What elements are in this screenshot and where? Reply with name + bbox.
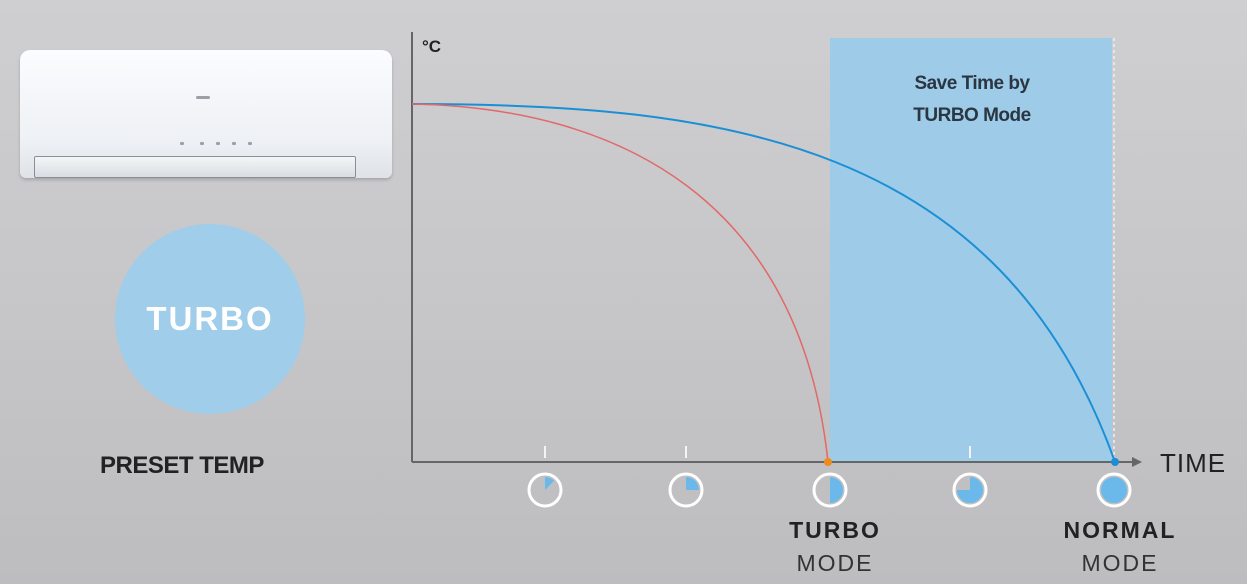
ac-body <box>20 50 392 178</box>
turbo-mode-label: MODE <box>796 550 874 576</box>
progress-marker <box>527 446 563 508</box>
marker-fill <box>830 477 843 503</box>
ac-indicator-light <box>200 142 204 145</box>
progress-markers <box>527 446 1132 508</box>
progress-marker <box>1096 472 1132 508</box>
marker-ring <box>812 472 848 508</box>
marker-fill <box>686 477 699 490</box>
normal-mode-curve <box>411 103 1116 463</box>
ac-indicator-light <box>232 142 236 145</box>
ac-indicator-light <box>216 142 220 145</box>
air-conditioner-image <box>20 50 392 182</box>
ac-logo <box>196 96 210 99</box>
turbo-end-point <box>824 458 832 466</box>
preset-temp-label: PRESET TEMP <box>100 452 264 479</box>
marker-ring <box>527 472 563 508</box>
normal-end-point <box>1111 458 1119 466</box>
marker-ring <box>952 472 988 508</box>
save-time-label: Save Time by TURBO Mode <box>832 68 1112 132</box>
turbo-badge-label: TURBO <box>146 300 274 337</box>
save-time-line-2: TURBO Mode <box>913 105 1031 126</box>
normal-mode-label: MODE <box>1081 550 1159 576</box>
x-axis-arrow-icon <box>1132 457 1142 467</box>
progress-marker <box>668 446 704 508</box>
save-time-line-1: Save Time by <box>914 73 1030 94</box>
progress-marker <box>952 446 988 508</box>
marker-fill <box>1101 477 1127 503</box>
turbo-savings-band <box>830 38 1112 462</box>
ac-air-vent <box>34 156 356 178</box>
marker-ring <box>1096 472 1132 508</box>
marker-fill <box>545 477 555 490</box>
turbo-badge: TURBO <box>115 224 305 414</box>
normal-mode-label-bold: NORMAL <box>1063 517 1177 543</box>
ac-indicator-light <box>180 142 184 145</box>
turbo-mode-curve <box>411 103 829 463</box>
marker-ring <box>668 472 704 508</box>
turbo-mode-label-bold: TURBO <box>789 517 881 543</box>
x-axis-label: TIME <box>1160 448 1226 478</box>
marker-fill <box>957 477 983 503</box>
ac-indicator-light <box>248 142 252 145</box>
progress-marker <box>812 472 848 508</box>
y-axis-unit: °C <box>422 37 441 56</box>
